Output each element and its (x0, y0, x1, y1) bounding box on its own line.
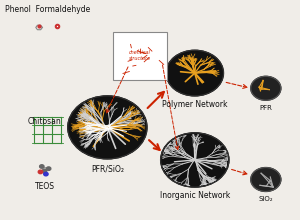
Circle shape (160, 133, 229, 187)
Circle shape (42, 169, 47, 172)
Circle shape (68, 96, 147, 159)
Circle shape (251, 168, 281, 191)
Text: Inorganic Network: Inorganic Network (160, 191, 230, 200)
Text: Phenol  Formaldehyde: Phenol Formaldehyde (4, 6, 90, 15)
Text: TEOS: TEOS (34, 182, 55, 191)
Circle shape (166, 50, 224, 96)
Text: Chitosan: Chitosan (28, 117, 62, 126)
Circle shape (44, 172, 48, 176)
Circle shape (40, 165, 44, 168)
Text: PFR/SiO₂: PFR/SiO₂ (91, 164, 124, 173)
Text: SiO₂: SiO₂ (259, 196, 273, 202)
Circle shape (251, 76, 281, 100)
Text: Polymer Network: Polymer Network (162, 100, 227, 109)
Text: PFR: PFR (260, 104, 272, 111)
Circle shape (46, 167, 51, 170)
Circle shape (38, 170, 43, 174)
Text: chemical
structure: chemical structure (129, 50, 151, 61)
FancyBboxPatch shape (113, 32, 167, 80)
